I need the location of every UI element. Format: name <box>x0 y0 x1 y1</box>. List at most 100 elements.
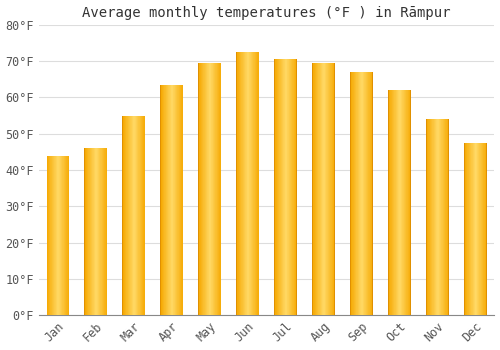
Bar <box>365 72 366 315</box>
Bar <box>92 148 93 315</box>
Bar <box>467 143 468 315</box>
Bar <box>175 85 176 315</box>
Bar <box>182 85 183 315</box>
Bar <box>172 85 173 315</box>
Bar <box>361 72 362 315</box>
Bar <box>207 63 208 315</box>
Bar <box>392 90 394 315</box>
Bar <box>465 143 466 315</box>
Bar <box>136 116 137 315</box>
Bar <box>407 90 408 315</box>
Bar <box>140 116 141 315</box>
Bar <box>200 63 201 315</box>
Bar <box>254 52 255 315</box>
Bar <box>291 60 292 315</box>
Bar <box>124 116 126 315</box>
Bar <box>325 63 326 315</box>
Bar <box>370 72 372 315</box>
Bar <box>134 116 135 315</box>
Bar <box>215 63 216 315</box>
Bar <box>217 63 218 315</box>
Bar <box>96 148 97 315</box>
Bar <box>470 143 471 315</box>
Bar <box>160 85 161 315</box>
Bar <box>441 119 442 315</box>
Bar <box>317 63 318 315</box>
Bar <box>399 90 400 315</box>
Bar <box>312 63 313 315</box>
Bar <box>410 90 411 315</box>
Bar <box>201 63 202 315</box>
Bar <box>472 143 473 315</box>
Bar <box>445 119 446 315</box>
Bar <box>214 63 215 315</box>
Bar <box>464 143 465 315</box>
Bar <box>289 60 290 315</box>
Bar <box>55 155 56 315</box>
Bar <box>244 52 245 315</box>
Bar <box>473 143 474 315</box>
Bar <box>390 90 391 315</box>
Bar <box>315 63 316 315</box>
Bar <box>447 119 448 315</box>
Bar <box>408 90 409 315</box>
Bar <box>294 60 295 315</box>
Bar <box>398 90 399 315</box>
Bar <box>205 63 206 315</box>
Bar <box>286 60 287 315</box>
Bar <box>247 52 248 315</box>
Bar <box>237 52 238 315</box>
Bar <box>440 119 441 315</box>
Bar <box>122 116 123 315</box>
Bar <box>350 72 351 315</box>
Bar <box>104 148 105 315</box>
Bar <box>180 85 181 315</box>
Bar <box>448 119 449 315</box>
Bar <box>142 116 143 315</box>
Bar <box>478 143 479 315</box>
Bar <box>209 63 210 315</box>
Bar <box>198 63 199 315</box>
Bar <box>249 52 250 315</box>
Bar <box>295 60 296 315</box>
Bar <box>328 63 330 315</box>
Bar <box>486 143 487 315</box>
Bar <box>246 52 247 315</box>
Bar <box>171 85 172 315</box>
Bar <box>176 85 177 315</box>
Bar <box>252 52 253 315</box>
Bar <box>49 155 50 315</box>
Bar <box>163 85 164 315</box>
Bar <box>168 85 169 315</box>
Bar <box>434 119 435 315</box>
Bar <box>395 90 396 315</box>
Bar <box>219 63 220 315</box>
Bar <box>314 63 315 315</box>
Bar <box>334 63 335 315</box>
Bar <box>54 155 55 315</box>
Bar <box>484 143 485 315</box>
Bar <box>471 143 472 315</box>
Bar <box>62 155 63 315</box>
Bar <box>220 63 221 315</box>
Bar <box>137 116 138 315</box>
Bar <box>101 148 102 315</box>
Bar <box>138 116 139 315</box>
Bar <box>216 63 217 315</box>
Bar <box>285 60 286 315</box>
Bar <box>324 63 325 315</box>
Bar <box>181 85 182 315</box>
Bar <box>68 155 70 315</box>
Bar <box>160 85 161 315</box>
Bar <box>46 155 47 315</box>
Bar <box>404 90 405 315</box>
Bar <box>211 63 212 315</box>
Bar <box>53 155 54 315</box>
Bar <box>123 116 124 315</box>
Bar <box>167 85 168 315</box>
Bar <box>164 85 165 315</box>
Bar <box>279 60 280 315</box>
Bar <box>429 119 430 315</box>
Bar <box>253 52 254 315</box>
Bar <box>220 63 221 315</box>
